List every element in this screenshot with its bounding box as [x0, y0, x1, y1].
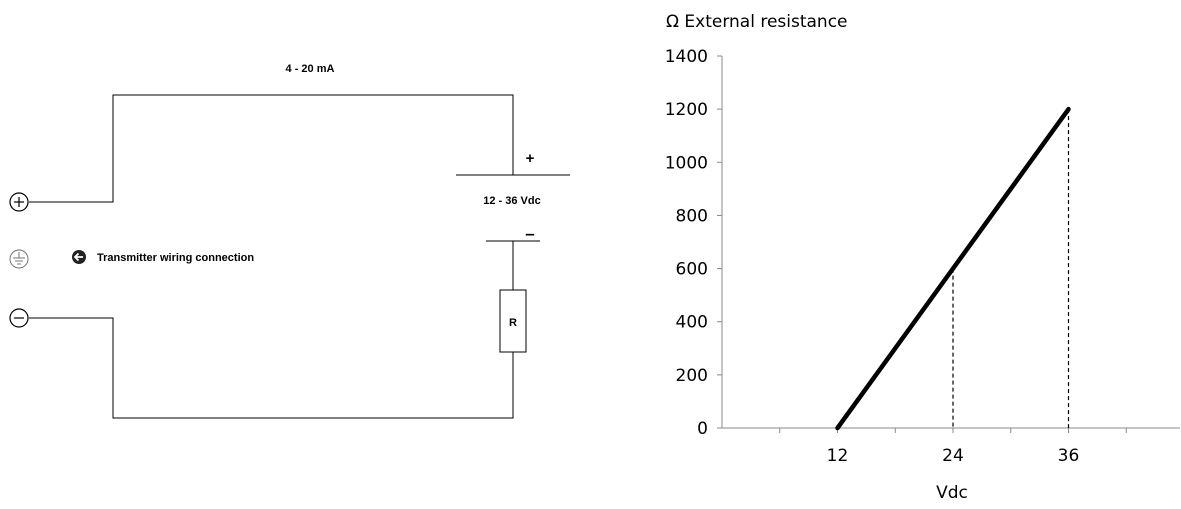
x-tick-label: 24 — [942, 446, 964, 466]
series-line — [835, 106, 1071, 431]
wire-bottom — [29, 317, 514, 419]
y-tick-label: 1200 — [665, 100, 708, 120]
x-tick-label: 12 — [827, 446, 849, 466]
y-tick-label: 600 — [676, 260, 708, 280]
minus-terminal-icon — [9, 308, 29, 328]
y-tick-label: 0 — [697, 419, 708, 439]
y-tick-label: 400 — [676, 313, 708, 333]
supply-minus-sign: – — [525, 224, 534, 243]
legend-text: Transmitter wiring connection — [97, 252, 254, 264]
current-label: 4 - 20 mA — [286, 63, 335, 75]
wiring-circuit — [29, 94, 570, 419]
x-tick-label: 36 — [1058, 446, 1080, 466]
supply-plus-sign: + — [526, 150, 535, 167]
plus-terminal-icon — [9, 192, 29, 212]
resistor — [499, 289, 527, 353]
wire-top — [29, 94, 514, 203]
y-tick-label: 200 — [676, 366, 708, 386]
y-axis-title: Ω External resistance — [666, 12, 848, 32]
earth-terminal-icon — [9, 249, 29, 269]
y-tick-label: 1000 — [665, 153, 708, 173]
x-axis-title: Vdc — [936, 483, 968, 503]
resistor-label: R — [509, 317, 517, 329]
y-tick-label: 800 — [676, 206, 708, 226]
arrow-left-circle-icon — [72, 250, 86, 264]
supply-voltage-label: 12 - 36 Vdc — [483, 195, 540, 207]
y-tick-label: 1400 — [665, 47, 708, 67]
resistance-chart: Ω External resistance Vdc 0 200 400 600 800 1… — [665, 12, 1180, 503]
